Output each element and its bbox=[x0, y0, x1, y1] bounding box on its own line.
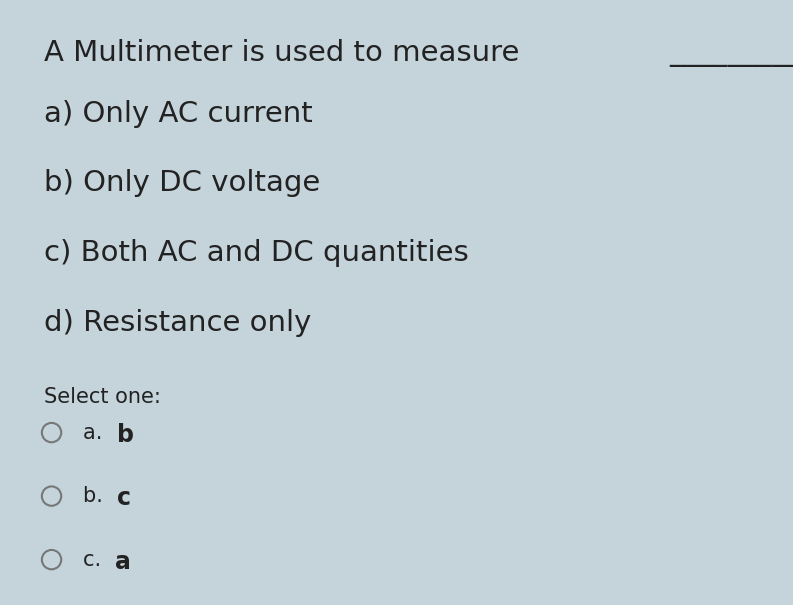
Text: ____________: ____________ bbox=[669, 39, 793, 67]
Text: b: b bbox=[117, 423, 134, 447]
Text: c: c bbox=[117, 486, 132, 511]
Ellipse shape bbox=[42, 550, 61, 569]
Ellipse shape bbox=[42, 423, 61, 442]
Text: Select one:: Select one: bbox=[44, 387, 160, 407]
Text: a: a bbox=[115, 550, 131, 574]
Ellipse shape bbox=[42, 486, 61, 506]
Text: a.: a. bbox=[83, 423, 109, 443]
Text: a) Only AC current: a) Only AC current bbox=[44, 100, 312, 128]
Text: c.: c. bbox=[83, 550, 108, 570]
Text: b.: b. bbox=[83, 486, 109, 506]
Text: A Multimeter is used to measure: A Multimeter is used to measure bbox=[44, 39, 528, 67]
Text: b) Only DC voltage: b) Only DC voltage bbox=[44, 169, 320, 197]
Text: c) Both AC and DC quantities: c) Both AC and DC quantities bbox=[44, 239, 469, 267]
Text: d) Resistance only: d) Resistance only bbox=[44, 309, 311, 336]
